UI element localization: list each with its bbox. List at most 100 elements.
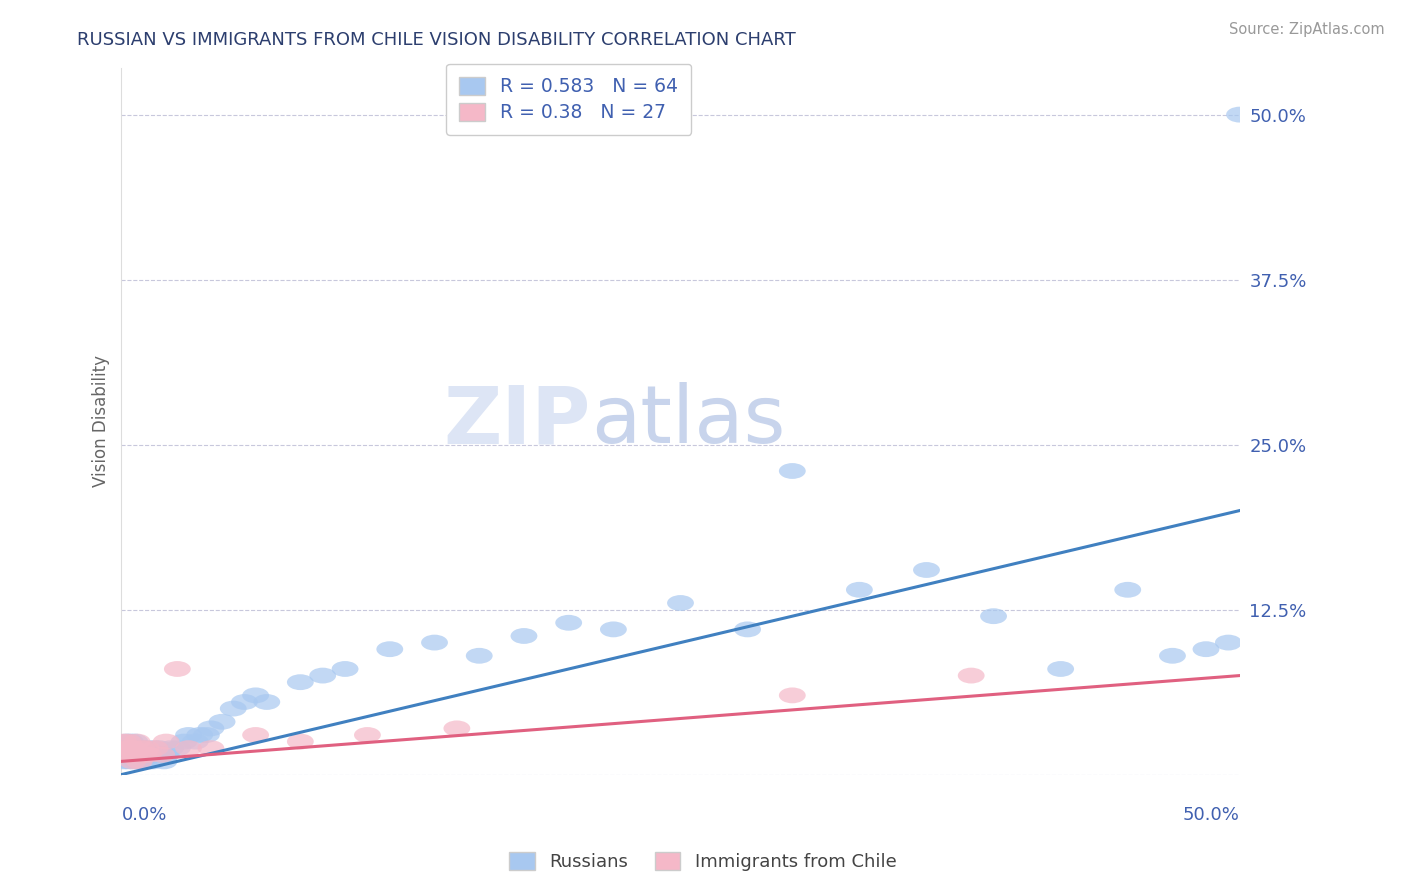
Ellipse shape [193, 727, 219, 743]
Ellipse shape [120, 740, 146, 756]
Text: 0.0%: 0.0% [121, 806, 167, 824]
Ellipse shape [112, 740, 139, 756]
Ellipse shape [157, 740, 184, 756]
Ellipse shape [127, 754, 153, 769]
Ellipse shape [846, 582, 873, 598]
Ellipse shape [128, 740, 155, 756]
Ellipse shape [146, 740, 173, 756]
Ellipse shape [465, 648, 492, 664]
Ellipse shape [1215, 635, 1241, 650]
Ellipse shape [1047, 661, 1074, 677]
Ellipse shape [666, 595, 695, 611]
Ellipse shape [779, 463, 806, 479]
Ellipse shape [121, 747, 148, 763]
Ellipse shape [1159, 648, 1185, 664]
Ellipse shape [121, 733, 148, 749]
Ellipse shape [510, 628, 537, 644]
Ellipse shape [197, 721, 225, 736]
Ellipse shape [165, 661, 191, 677]
Ellipse shape [186, 727, 214, 743]
Ellipse shape [124, 754, 150, 769]
Ellipse shape [131, 747, 157, 763]
Ellipse shape [110, 754, 138, 769]
Ellipse shape [148, 747, 176, 763]
Ellipse shape [980, 608, 1007, 624]
Ellipse shape [181, 733, 208, 749]
Ellipse shape [219, 700, 246, 716]
Ellipse shape [197, 740, 225, 756]
Ellipse shape [176, 740, 202, 756]
Ellipse shape [242, 727, 269, 743]
Text: Source: ZipAtlas.com: Source: ZipAtlas.com [1229, 22, 1385, 37]
Ellipse shape [138, 747, 165, 763]
Ellipse shape [142, 740, 169, 756]
Ellipse shape [734, 622, 761, 637]
Ellipse shape [165, 740, 191, 756]
Ellipse shape [128, 740, 155, 756]
Ellipse shape [332, 661, 359, 677]
Ellipse shape [242, 688, 269, 703]
Ellipse shape [1115, 582, 1142, 598]
Ellipse shape [132, 747, 159, 763]
Ellipse shape [287, 674, 314, 690]
Ellipse shape [112, 733, 139, 749]
Y-axis label: Vision Disability: Vision Disability [93, 356, 110, 488]
Ellipse shape [117, 747, 143, 763]
Ellipse shape [153, 733, 180, 749]
Ellipse shape [153, 747, 180, 763]
Ellipse shape [124, 733, 150, 749]
Ellipse shape [115, 754, 142, 769]
Ellipse shape [115, 733, 142, 749]
Ellipse shape [142, 740, 169, 756]
Ellipse shape [127, 754, 153, 769]
Ellipse shape [110, 733, 138, 749]
Ellipse shape [117, 740, 143, 756]
Ellipse shape [377, 641, 404, 657]
Ellipse shape [912, 562, 939, 578]
Ellipse shape [170, 733, 197, 749]
Ellipse shape [143, 747, 170, 763]
Ellipse shape [555, 615, 582, 631]
Ellipse shape [354, 727, 381, 743]
Ellipse shape [176, 727, 202, 743]
Ellipse shape [112, 747, 139, 763]
Ellipse shape [148, 747, 176, 763]
Ellipse shape [600, 622, 627, 637]
Ellipse shape [132, 740, 159, 756]
Ellipse shape [117, 733, 143, 749]
Ellipse shape [135, 740, 162, 756]
Ellipse shape [127, 747, 153, 763]
Ellipse shape [115, 747, 142, 763]
Ellipse shape [135, 747, 162, 763]
Ellipse shape [420, 635, 449, 650]
Legend: R = 0.583   N = 64, R = 0.38   N = 27: R = 0.583 N = 64, R = 0.38 N = 27 [446, 63, 692, 136]
Text: atlas: atlas [591, 383, 786, 460]
Ellipse shape [309, 667, 336, 683]
Ellipse shape [128, 747, 155, 763]
Ellipse shape [131, 740, 157, 756]
Ellipse shape [287, 733, 314, 749]
Ellipse shape [110, 747, 138, 763]
Ellipse shape [120, 740, 146, 756]
Ellipse shape [150, 754, 177, 769]
Ellipse shape [208, 714, 235, 730]
Ellipse shape [131, 754, 157, 769]
Text: 50.0%: 50.0% [1182, 806, 1240, 824]
Text: RUSSIAN VS IMMIGRANTS FROM CHILE VISION DISABILITY CORRELATION CHART: RUSSIAN VS IMMIGRANTS FROM CHILE VISION … [77, 31, 796, 49]
Ellipse shape [1192, 641, 1219, 657]
Ellipse shape [120, 754, 146, 769]
Ellipse shape [115, 740, 142, 756]
Legend: Russians, Immigrants from Chile: Russians, Immigrants from Chile [502, 846, 904, 879]
Ellipse shape [120, 754, 146, 769]
Ellipse shape [443, 721, 470, 736]
Ellipse shape [957, 667, 984, 683]
Ellipse shape [253, 694, 280, 710]
Ellipse shape [779, 688, 806, 703]
Ellipse shape [1226, 107, 1253, 122]
Text: ZIP: ZIP [444, 383, 591, 460]
Ellipse shape [139, 754, 166, 769]
Ellipse shape [121, 747, 148, 763]
Ellipse shape [124, 740, 150, 756]
Ellipse shape [231, 694, 257, 710]
Ellipse shape [110, 740, 138, 756]
